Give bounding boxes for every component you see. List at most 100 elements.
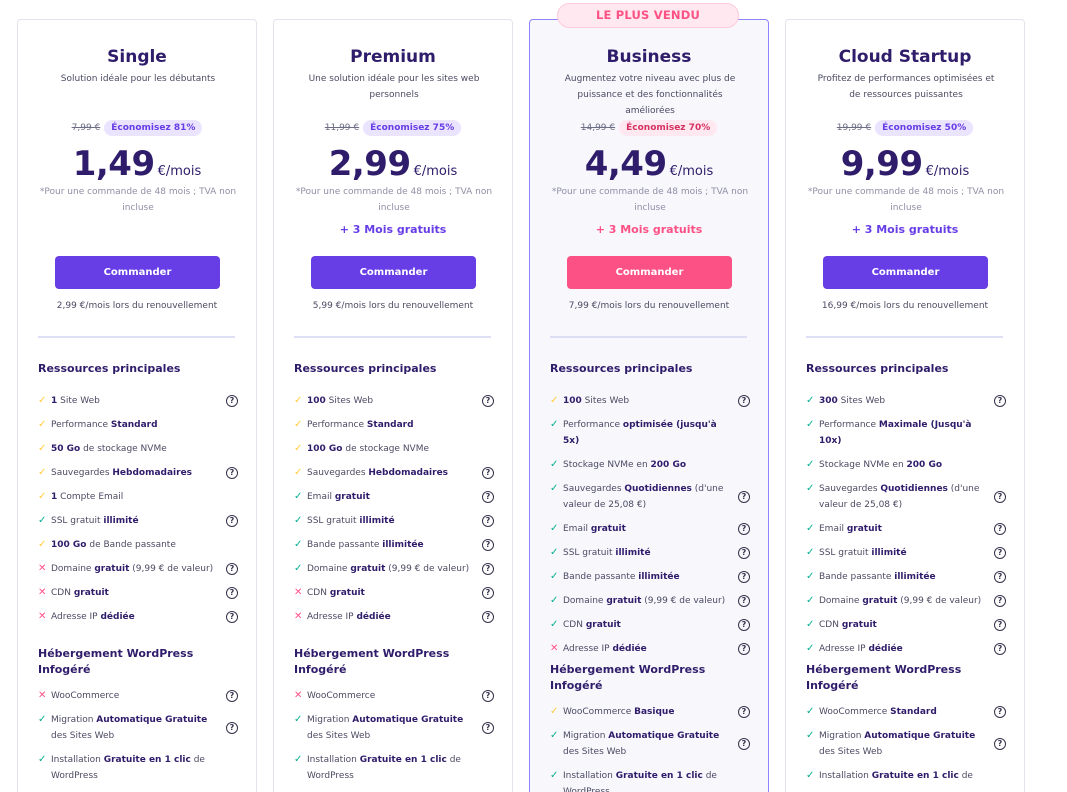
check-icon: ✓ [806,459,815,470]
feature-item: ✓ Bande passante illimitée? [294,537,494,553]
help-icon[interactable]: ? [738,595,750,607]
help-icon[interactable]: ? [994,491,1006,503]
check-icon: ✓ [550,459,559,470]
feature-text: Domaine [563,596,607,606]
help-icon[interactable]: ? [994,738,1006,750]
check-icon: ✓ [806,770,815,781]
help-icon[interactable]: ? [994,619,1006,631]
check-icon: ✓ [550,730,559,741]
help-icon[interactable]: ? [482,563,494,575]
help-icon[interactable]: ? [226,611,238,623]
free-months-bonus: + 3 Mois gratuits [595,223,703,236]
help-icon[interactable]: ? [482,491,494,503]
feature-text: Performance [563,420,623,430]
feature-text: gratuit [846,524,882,534]
feature-text: (9,99 € de valeur) [385,564,470,574]
cross-icon: ✕ [294,690,303,701]
feature-item: ✓ Adresse IP dédiée? [806,641,1006,657]
feature-item: ✓ Migration Automatique Gratuite des Site… [550,728,750,760]
help-icon[interactable]: ? [738,643,750,655]
help-icon[interactable]: ? [738,619,750,631]
price-note: *Pour une commande de 48 mois ; TVA non … [39,187,237,213]
feature-text: gratuit [585,620,621,630]
feature-item: ✓ 300 Sites Web? [806,393,1006,409]
feature-item: ✕ Adresse IP dédiée? [550,641,750,657]
plan-description: Profitez de performances optimisées et d… [817,74,995,100]
help-icon[interactable]: ? [738,491,750,503]
help-icon[interactable]: ? [994,571,1006,583]
help-icon[interactable]: ? [994,643,1006,655]
help-icon[interactable]: ? [226,722,238,734]
renewal-price: 5,99 €/mois lors du renouvellement [312,301,474,311]
price-discount-row: 11,99 € Économisez 75% [274,120,512,136]
wordpress-feature-list: ✓ WooCommerce Basique? ✓ Migration Automati… [550,704,750,792]
order-button[interactable]: Commander [823,256,988,289]
plan-card-premium: Premium Une solution idéale pour les site… [273,19,513,792]
help-icon[interactable]: ? [738,547,750,559]
feature-item: ✓ Sauvegardes Quotidiennes (d'une valeur … [550,481,750,513]
feature-item: ✕ WooCommerce? [294,688,494,704]
section-title-resources: Ressources principales [294,362,437,375]
help-icon[interactable]: ? [482,467,494,479]
help-icon[interactable]: ? [482,722,494,734]
feature-text: Domaine [51,564,95,574]
price-unit: €/mois [413,164,458,179]
feature-item: ✓ SSL gratuit illimité? [550,545,750,561]
cross-icon: ✕ [38,690,47,701]
check-icon: ✓ [806,643,815,654]
check-icon: ✓ [550,483,559,494]
discount-badge: Économisez 81% [104,120,203,136]
feature-text: Bande passante [563,572,639,582]
check-icon: ✓ [806,730,815,741]
order-button[interactable]: Commander [55,256,220,289]
feature-text: Quotidiennes [880,484,948,494]
help-icon[interactable]: ? [994,547,1006,559]
help-icon[interactable]: ? [738,571,750,583]
help-icon[interactable]: ? [482,690,494,702]
check-icon: ✓ [806,706,815,717]
help-icon[interactable]: ? [226,587,238,599]
divider [294,336,491,338]
help-icon[interactable]: ? [994,395,1006,407]
order-button[interactable]: Commander [311,256,476,289]
help-icon[interactable]: ? [482,587,494,599]
feature-text: WooCommerce [819,707,891,717]
feature-text: Sauvegardes [819,484,881,494]
price-amount: 1,49 [72,144,155,184]
help-icon[interactable]: ? [226,467,238,479]
plan-description: Augmentez votre niveau avec plus de puis… [564,74,736,116]
free-months-bonus: + 3 Mois gratuits [851,223,959,236]
check-icon-yellow: ✓ [38,419,47,430]
help-icon[interactable]: ? [994,523,1006,535]
feature-text: CDN [819,620,842,630]
help-icon[interactable]: ? [738,738,750,750]
help-icon[interactable]: ? [738,523,750,535]
feature-item: ✓ Installation Gratuite en 1 clic de Word… [38,752,238,784]
feature-item: ✓ Bande passante illimitée? [550,569,750,585]
help-icon[interactable]: ? [482,395,494,407]
order-button[interactable]: Commander [567,256,732,289]
feature-text: 100 [307,396,326,406]
help-icon[interactable]: ? [226,563,238,575]
help-icon[interactable]: ? [482,515,494,527]
price-discount-row: 19,99 € Économisez 50% [786,120,1024,136]
help-icon[interactable]: ? [226,515,238,527]
help-icon[interactable]: ? [994,595,1006,607]
check-icon: ✓ [806,619,815,630]
wordpress-feature-list: ✕ WooCommerce? ✓ Migration Automatique Grat… [294,688,494,792]
help-icon[interactable]: ? [226,690,238,702]
help-icon[interactable]: ? [738,706,750,718]
feature-text: (9,99 € de valeur) [897,596,982,606]
help-icon[interactable]: ? [226,395,238,407]
help-icon[interactable]: ? [738,395,750,407]
help-icon[interactable]: ? [482,611,494,623]
feature-text: gratuit [606,596,642,606]
help-icon[interactable]: ? [994,706,1006,718]
cross-icon: ✕ [294,611,303,622]
section-title-wordpress: Hébergement WordPress Infogéré [806,663,962,692]
best-seller-badge: LE PLUS VENDU [557,3,739,28]
feature-list: ✓ 100 Sites Web? ✓ Performance Standard ✓ 100… [294,393,494,633]
feature-item: ✓ Stockage NVMe en 200 Go [806,457,1006,473]
feature-item: ✕ CDN gratuit? [294,585,494,601]
help-icon[interactable]: ? [482,539,494,551]
